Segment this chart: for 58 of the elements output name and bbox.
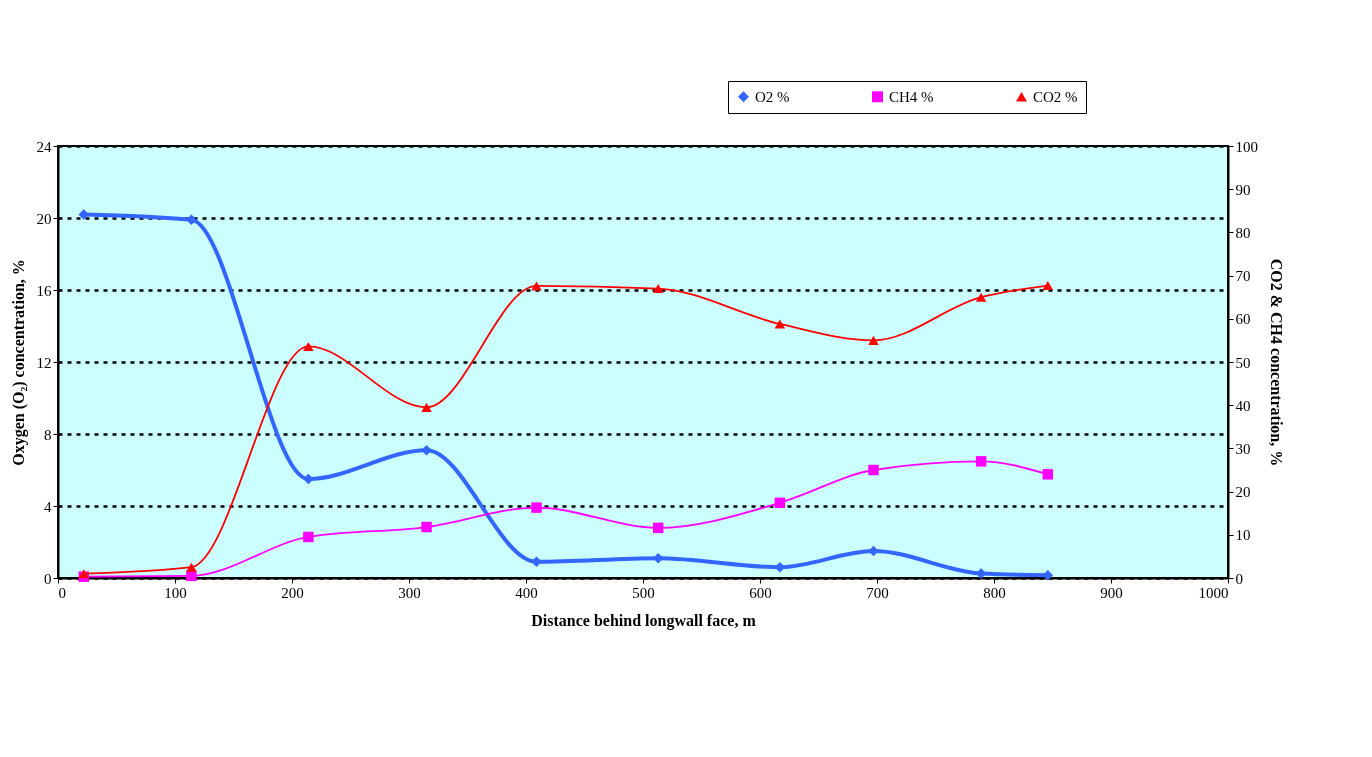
legend-label: CH4 %: [889, 88, 934, 105]
point: [652, 284, 664, 294]
point: [421, 402, 432, 412]
x-tick-label: 900: [1100, 584, 1123, 601]
y-tick-label: 20: [36, 210, 52, 227]
y2-tick-label: 80: [1235, 224, 1251, 241]
legend-label: O2 %: [755, 88, 790, 105]
point: [774, 319, 786, 329]
point: [652, 522, 664, 534]
point: [868, 335, 879, 345]
y-tick-label: 4: [44, 498, 52, 515]
y2-tick-label: 90: [1235, 181, 1251, 198]
x-tick-label: 200: [281, 584, 304, 601]
y2-tick-label: 20: [1235, 484, 1251, 501]
y2-tick-label: 60: [1235, 311, 1251, 328]
x-tick-label: 500: [632, 584, 655, 601]
point: [774, 497, 786, 509]
point: [975, 456, 987, 467]
x-tick-label: 1000: [1198, 584, 1229, 601]
y-tick-label: 12: [36, 354, 52, 371]
point: [303, 531, 314, 543]
y2-tick-label: 30: [1235, 440, 1251, 457]
y-tick-label: 8: [44, 426, 52, 443]
x-tick-label: 400: [515, 584, 538, 601]
point: [186, 214, 197, 226]
y2-tick-label: 50: [1235, 354, 1251, 371]
y-tick-label: 24: [36, 138, 52, 155]
y2-tick-label: 70: [1235, 268, 1251, 285]
point: [78, 209, 89, 220]
y2-tick-label: 100: [1235, 138, 1258, 155]
point: [421, 521, 432, 533]
point: [868, 464, 879, 476]
x-tick-label: 700: [866, 584, 889, 601]
point: [303, 341, 314, 351]
x-tick-label: 600: [749, 584, 772, 601]
x-tick-label: 800: [983, 584, 1006, 601]
y2-tick-label: 40: [1235, 397, 1251, 414]
x-tick-label: 100: [164, 584, 187, 601]
point: [531, 556, 542, 568]
point: [531, 502, 542, 513]
point: [868, 545, 879, 557]
point: [1042, 469, 1054, 480]
x-axis-title: Distance behind longwall face, m: [531, 611, 757, 630]
y-tick-label: 0: [44, 570, 52, 587]
point: [186, 562, 197, 572]
point: [975, 292, 987, 302]
legend-label: CO2 %: [1033, 88, 1078, 105]
x-tick-label: 0: [58, 584, 66, 601]
y2-tick-label: 0: [1235, 570, 1243, 587]
y-tick-label: 16: [36, 282, 52, 299]
point: [186, 570, 197, 582]
x-tick-label: 300: [398, 584, 421, 601]
point: [531, 281, 542, 291]
point: [421, 444, 432, 456]
point: [1042, 280, 1054, 291]
y-axis-title: Oxygen (O₂) concentration, %: [9, 259, 28, 466]
y2-tick-label: 10: [1235, 527, 1251, 544]
y2-axis-title: CO2 & CH4 concentration, %: [1268, 258, 1285, 467]
